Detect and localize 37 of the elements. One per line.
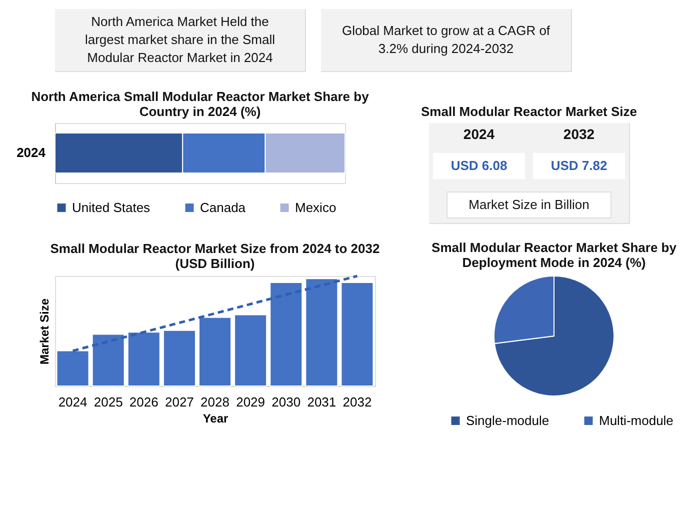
bar [234,314,268,386]
legend-label: Canada [200,200,246,215]
x-tick-label: 2031 [307,394,336,410]
x-tick-label: 2025 [94,394,123,410]
chart-title: Small Modular Reactor Market Share by Deployment Mode in 2024 (%) [432,240,678,270]
x-tick-label: 2027 [164,394,194,410]
bar [56,350,90,386]
x-tick-label: 2024 [58,394,88,410]
text: Market Size in Billion [468,197,590,212]
x-tick-label: 2026 [129,394,158,410]
y-axis-title: Market Size [38,298,52,365]
x-axis-title: Year [202,412,229,426]
text: Global Market to grow at a CAGR of 3.2% during 2024-2032 [342,23,550,56]
x-tick-label: 2030 [272,394,301,410]
text: USD 7.82 [550,158,608,173]
x-tick-label: 2029 [236,394,266,410]
bar [305,278,338,386]
bar [127,332,160,386]
chart-title: Small Modular Reactor Market Size from 2024 to 2032 (USD Billion) [50,240,380,271]
text: USD 6.08 [450,158,508,173]
bar [340,282,374,386]
bar [270,282,303,386]
chart-title: North America Small Modular Reactor Market Share by Country in 2024 (%) [31,89,370,119]
x-tick-label: 2032 [342,394,372,410]
category-label: 2032 [563,126,595,142]
text: North America Market Held the largest market share in the Small Modular Reactor Market in 2024 [84,14,276,65]
bar [162,330,196,386]
category-label: 2024 [463,126,495,142]
x-tick-label: 2028 [200,394,230,410]
bar [198,316,232,386]
legend-label: Single-module [466,412,550,428]
pie-slice [494,276,614,396]
legend-label: Multi-module [599,412,674,428]
legend-label: United States [72,200,151,215]
text: Small Modular Reactor Market Size [420,104,638,119]
legend-label: Mexico [295,200,336,215]
bar [92,334,125,386]
